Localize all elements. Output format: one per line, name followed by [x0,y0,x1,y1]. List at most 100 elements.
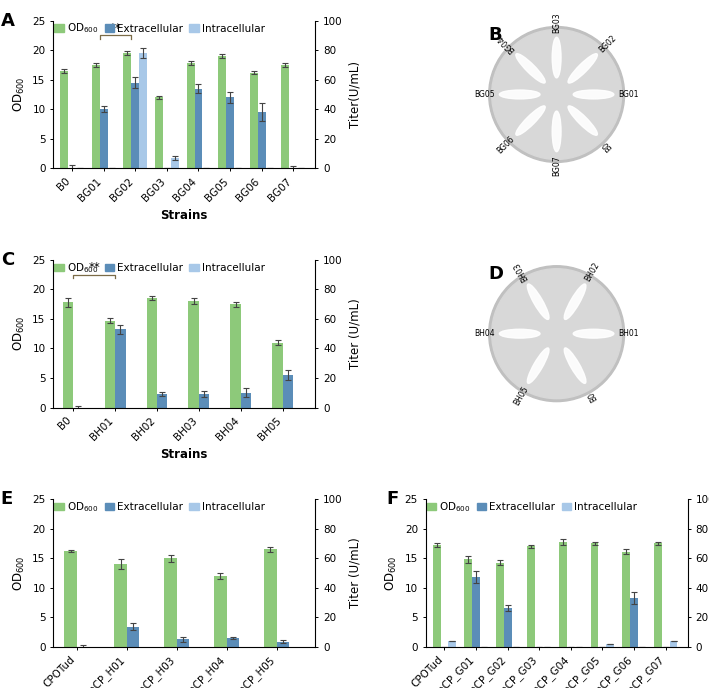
Bar [157,394,167,407]
Bar [189,301,199,407]
Bar [194,89,203,169]
Bar [281,65,289,169]
Bar [65,551,77,647]
Bar [503,608,512,647]
Bar [60,71,68,169]
Text: E: E [1,491,13,508]
Text: B: B [488,26,501,44]
Text: BG03: BG03 [552,12,561,33]
Bar [277,641,289,647]
Bar [669,641,678,647]
Text: B0: B0 [586,389,599,402]
Bar [131,83,139,169]
Ellipse shape [527,348,549,383]
Text: F: F [386,491,398,508]
Y-axis label: OD$_{600}$: OD$_{600}$ [384,555,399,590]
Bar [227,638,239,647]
Bar [241,393,252,407]
Bar [139,53,147,169]
Ellipse shape [516,106,545,136]
Ellipse shape [527,284,549,319]
Bar [62,303,73,407]
Circle shape [489,266,625,402]
Ellipse shape [552,111,561,151]
Bar [92,65,100,169]
Bar [606,644,614,647]
Ellipse shape [499,90,540,99]
Bar [171,158,179,169]
Bar [527,546,535,647]
Y-axis label: Titer (U/mL): Titer (U/mL) [348,299,361,369]
Bar [591,544,598,647]
Bar [272,343,283,407]
Text: BG07: BG07 [552,155,561,176]
Bar [654,544,661,647]
Text: **: ** [88,261,100,275]
Ellipse shape [574,90,614,99]
Bar [623,552,630,647]
Bar [630,598,638,647]
Bar [250,73,258,169]
Text: **: ** [110,22,121,35]
Bar [472,577,480,647]
Ellipse shape [516,54,545,83]
Circle shape [489,27,625,162]
Ellipse shape [568,106,598,136]
Bar [186,63,194,169]
Bar [258,112,266,169]
X-axis label: Strains: Strains [161,208,208,222]
Bar [100,109,108,169]
Circle shape [491,30,622,160]
Bar [199,394,209,407]
Bar [164,558,177,647]
X-axis label: Strains: Strains [161,448,208,460]
Y-axis label: OD$_{600}$: OD$_{600}$ [11,77,27,112]
Bar [155,98,163,169]
Bar [283,375,294,407]
Text: BG02: BG02 [597,34,618,54]
Text: C: C [1,251,14,269]
Ellipse shape [552,37,561,78]
Bar [115,330,125,407]
Circle shape [491,269,622,398]
Bar [104,321,115,407]
Bar [464,559,472,647]
Text: D: D [488,265,503,283]
Bar [177,639,189,647]
Bar [559,541,567,647]
Legend: OD$_{600}$, Extracellular, Intracellular: OD$_{600}$, Extracellular, Intracellular [427,500,637,514]
Text: B0: B0 [601,138,614,152]
Bar [147,298,157,407]
Text: BH04: BH04 [475,329,496,338]
Ellipse shape [574,330,614,338]
Bar [123,53,131,169]
Text: BH01: BH01 [618,329,639,338]
Ellipse shape [564,284,586,319]
Bar [127,627,140,647]
Bar [218,56,226,169]
Text: A: A [1,12,15,30]
Text: BG06: BG06 [496,135,516,155]
Legend: OD$_{600}$, Extracellular, Intracellular: OD$_{600}$, Extracellular, Intracellular [54,500,265,514]
Legend: OD$_{600}$, Extracellular, Intracellular: OD$_{600}$, Extracellular, Intracellular [54,261,265,275]
Ellipse shape [499,330,540,338]
Bar [230,304,241,407]
Bar [448,641,457,647]
Bar [214,576,227,647]
Text: BH02: BH02 [584,261,601,283]
Text: BH03: BH03 [512,261,530,283]
Y-axis label: OD$_{600}$: OD$_{600}$ [11,316,27,352]
Bar [264,549,277,647]
Bar [226,98,234,169]
Text: BG04: BG04 [496,33,516,54]
Bar [114,564,127,647]
Y-axis label: OD$_{600}$: OD$_{600}$ [11,555,27,590]
Y-axis label: Titer(U/mL): Titer(U/mL) [348,61,361,128]
Y-axis label: Titer (U/mL): Titer (U/mL) [348,537,361,608]
Ellipse shape [568,54,598,83]
Text: BH05: BH05 [512,385,530,407]
Bar [496,563,503,647]
Ellipse shape [564,348,586,383]
Text: BG05: BG05 [475,90,496,99]
Legend: OD$_{600}$, Extracellular, Intracellular: OD$_{600}$, Extracellular, Intracellular [54,22,265,36]
